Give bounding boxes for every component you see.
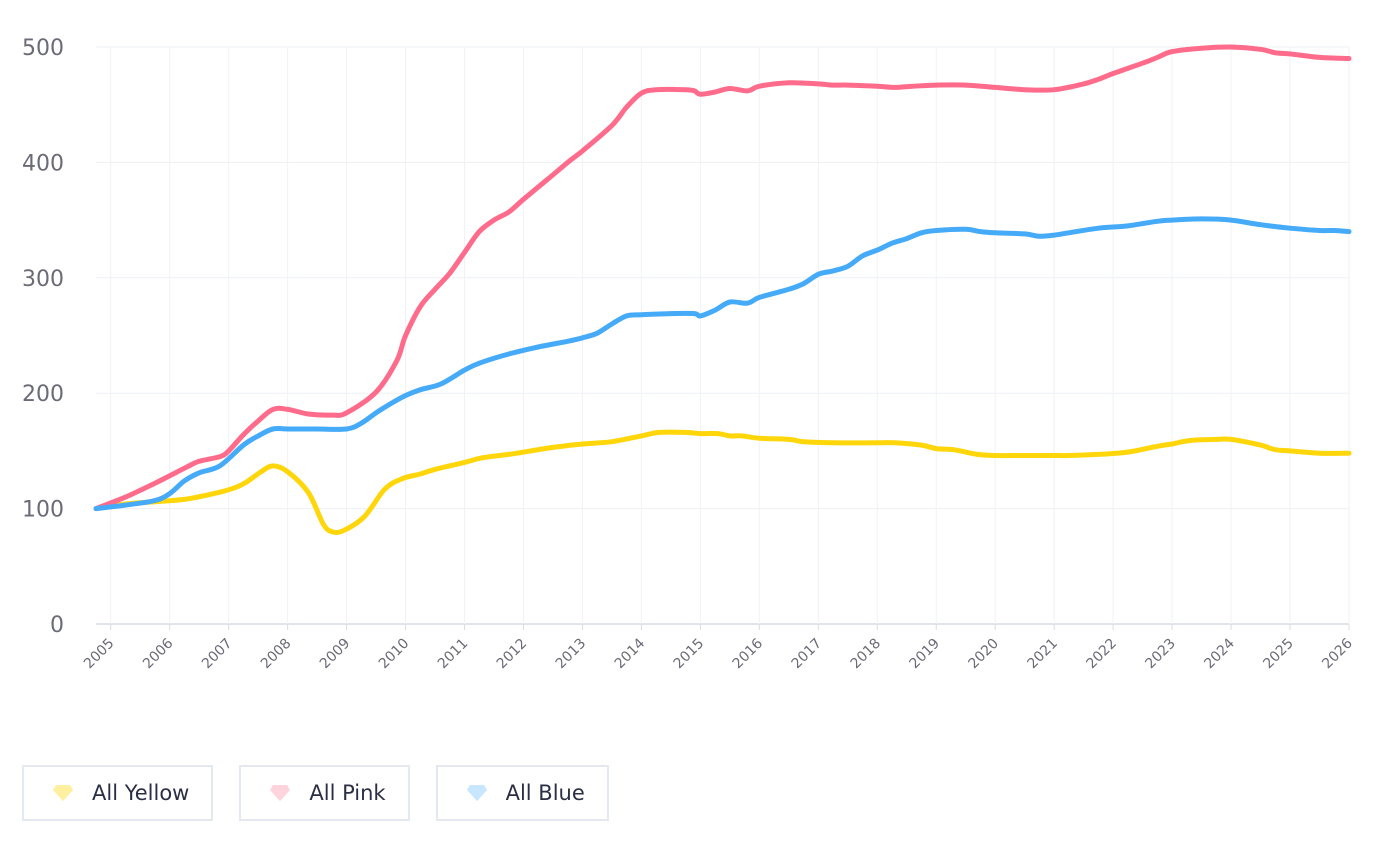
x-tick-label: 2019 <box>907 636 944 673</box>
y-tick-label: 100 <box>22 498 64 523</box>
diamond-icon <box>270 785 291 801</box>
x-tick-label: 2024 <box>1201 635 1238 672</box>
diamond-icon <box>466 785 487 801</box>
x-axis: 2005 2006 2007 2008 2009 2010 2011 2012 2013 2014… <box>81 635 1356 672</box>
x-tick-label: 2023 <box>1142 636 1179 673</box>
x-tick-label: 2008 <box>258 636 295 673</box>
x-tick-label: 2013 <box>553 636 590 673</box>
x-tick-label: 2022 <box>1083 636 1120 673</box>
x-tick-label: 2006 <box>140 635 177 672</box>
x-tick-label: 2015 <box>671 636 708 673</box>
series-line-all-pink <box>93 44 1352 512</box>
y-tick-label: 0 <box>50 613 64 638</box>
legend-label: All Blue <box>505 781 585 805</box>
y-tick-label: 200 <box>22 382 64 407</box>
legend-label: All Pink <box>309 781 386 805</box>
y-axis: 0 100 200 300 400 500 <box>22 36 64 638</box>
x-tick-label: 2021 <box>1024 636 1061 673</box>
grid <box>96 46 1350 630</box>
x-tick-label: 2011 <box>435 636 472 673</box>
x-tick-label: 2018 <box>848 636 885 673</box>
series-lines <box>93 44 1352 535</box>
legend-item-all-blue[interactable]: All Blue <box>435 765 609 821</box>
x-tick-label: 2010 <box>376 636 413 673</box>
x-tick-label: 2012 <box>494 636 531 673</box>
line-chart: 0 100 200 300 400 500 2005 2006 2007 2008 2009 201… <box>22 36 1356 672</box>
x-tick-label: 2020 <box>966 636 1003 673</box>
x-tick-label: 2005 <box>81 636 118 673</box>
diamond-icon <box>53 785 73 801</box>
legend-item-all-yellow[interactable]: All Yellow <box>22 765 214 821</box>
x-tick-label: 2007 <box>199 636 236 673</box>
legend-item-all-pink[interactable]: All Pink <box>239 765 410 821</box>
series-line-all-blue <box>93 216 1352 512</box>
series-line-all-yellow <box>93 429 1352 535</box>
legend: All Yellow All Pink All Blue <box>22 765 609 821</box>
x-tick-label: 2009 <box>317 636 354 673</box>
y-tick-label: 500 <box>22 36 64 61</box>
y-tick-label: 300 <box>22 267 64 292</box>
x-tick-label: 2014 <box>612 635 649 672</box>
x-tick-label: 2026 <box>1319 635 1356 672</box>
y-tick-label: 400 <box>22 151 64 176</box>
x-tick-label: 2016 <box>730 635 767 672</box>
legend-label: All Yellow <box>92 781 190 805</box>
x-tick-label: 2017 <box>789 636 826 673</box>
x-tick-label: 2025 <box>1260 636 1297 673</box>
